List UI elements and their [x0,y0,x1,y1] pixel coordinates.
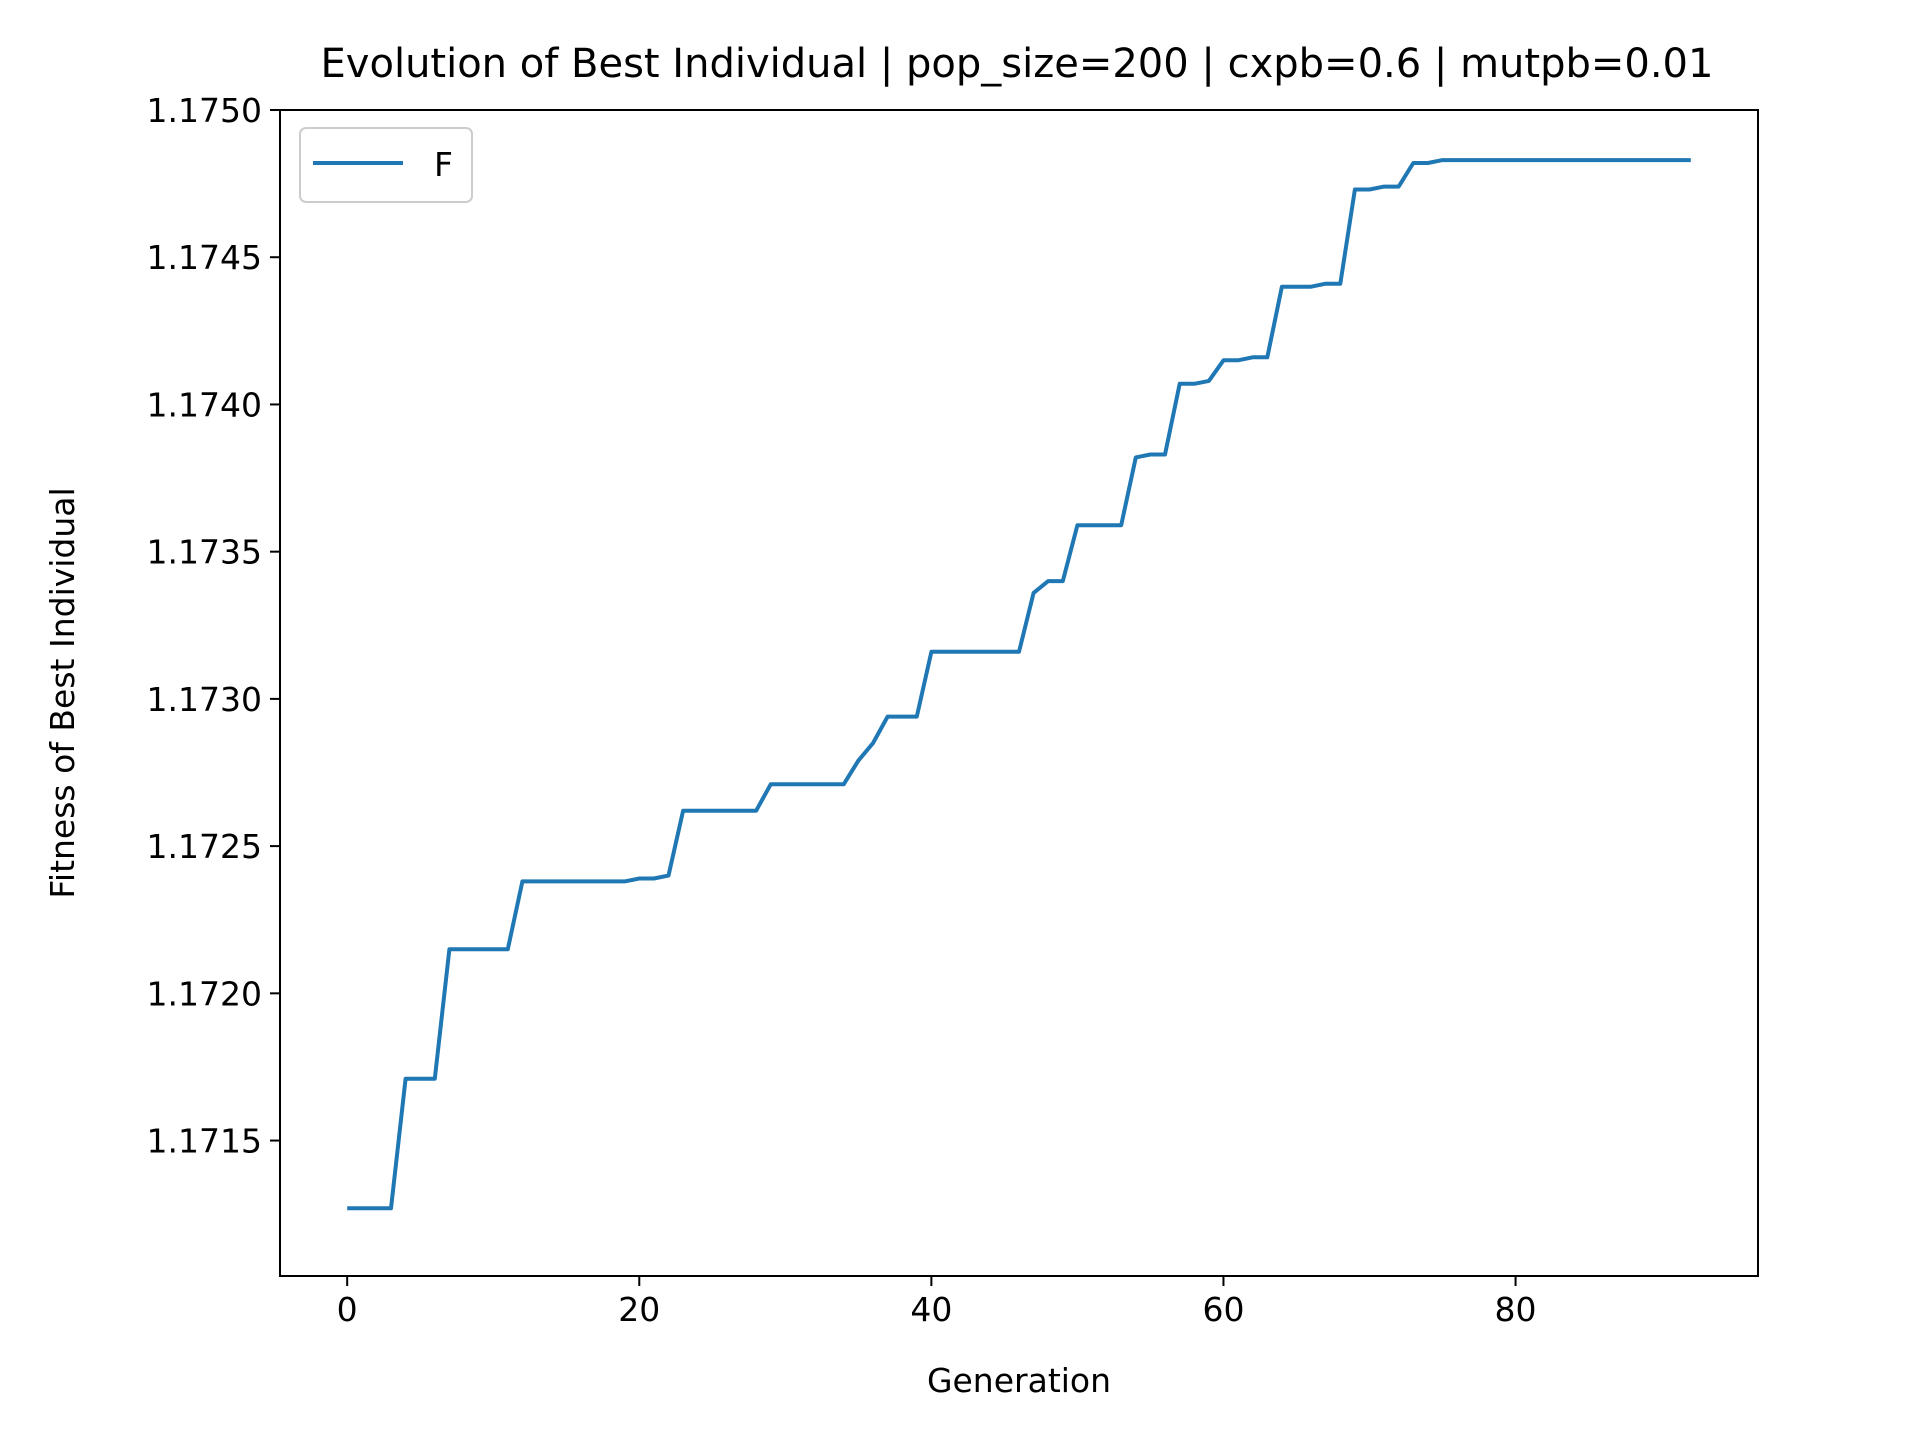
x-tick-label: 40 [910,1290,952,1329]
series-layer [347,158,1691,1211]
y-tick-label: 1.1750 [147,91,262,130]
x-tick-label: 20 [618,1290,660,1329]
y-tick-label: 1.1715 [147,1122,262,1161]
x-axis: 0 20 40 60 80 [337,1276,1537,1329]
y-tick-label: 1.1740 [147,385,262,424]
y-tick-label: 1.1745 [147,238,262,277]
y-axis: 1.1715 1.1720 1.1725 1.1730 1.1735 1.1740 1.17… [147,91,280,1161]
x-axis-label: Generation [927,1361,1111,1400]
x-tick-label: 80 [1495,1290,1537,1329]
x-tick-label: 60 [1202,1290,1244,1329]
series-line-f [347,158,1691,1211]
y-tick-label: 1.1735 [147,533,262,572]
y-axis-label: Fitness of Best Individual [43,487,82,898]
legend-label-f: F [434,145,453,184]
y-tick-label: 1.1730 [147,680,262,719]
legend: F [299,127,473,203]
plot-frame [279,109,1759,1277]
y-tick-label: 1.1720 [147,974,262,1013]
y-tick-label: 1.1725 [147,827,262,866]
chart-title: Evolution of Best Individual | pop_size=… [321,41,1714,87]
x-tick-label: 0 [337,1290,358,1329]
